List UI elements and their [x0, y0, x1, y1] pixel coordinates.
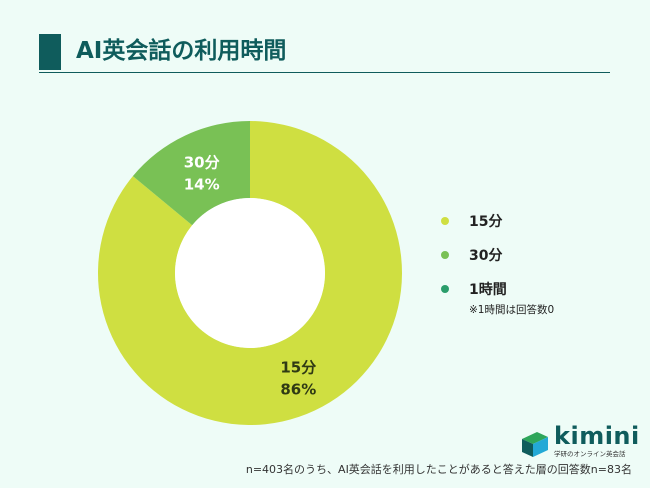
chart-title: AI英会話の利用時間: [76, 38, 287, 64]
legend-item-30min: 30分: [441, 238, 554, 272]
title-underline: [39, 72, 610, 73]
slice-label-category-30min: 30分: [184, 153, 220, 171]
title-accent-block: [39, 34, 61, 70]
legend: 15分 30分 1時間 ※1時間は回答数0: [441, 204, 554, 317]
kimini-logo-wordmark: kimini: [554, 422, 640, 450]
kimini-logo-tagline: 学研のオンライン英会話: [554, 450, 626, 458]
donut-slice-30min: [132, 121, 250, 226]
slice-label-percent-30min: 14%: [184, 175, 220, 193]
legend-label-30min: 30分: [469, 248, 503, 264]
legend-marker-15min: [441, 217, 449, 225]
legend-item-1hour: 1時間: [441, 272, 554, 306]
legend-item-15min: 15分: [441, 204, 554, 238]
legend-label-15min: 15分: [469, 214, 503, 230]
sample-size-footnote: n=403名のうち、AI英会話を利用したことがあると答えた層の回答数n=83名: [245, 463, 632, 476]
kimini-logo-mark-icon: [522, 432, 548, 457]
legend-label-1hour: 1時間: [469, 282, 507, 298]
donut-slice-15min: [98, 121, 402, 425]
legend-marker-30min: [441, 251, 449, 259]
slice-label-percent-15min: 86%: [280, 381, 316, 399]
donut-hole: [175, 198, 325, 348]
legend-marker-1hour: [441, 285, 449, 293]
kimini-logo: kimini 学研のオンライン英会話: [520, 422, 639, 460]
slice-label-category-15min: 15分: [280, 359, 316, 377]
legend-note: ※1時間は回答数0: [469, 304, 555, 316]
